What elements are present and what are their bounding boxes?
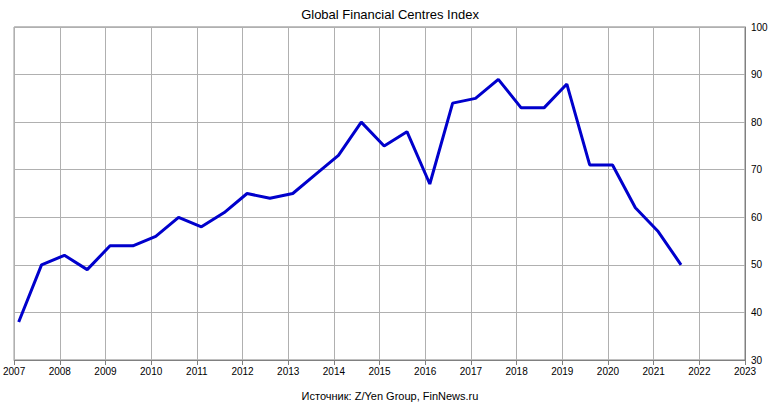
svg-text:2020: 2020 bbox=[597, 366, 620, 377]
svg-text:2009: 2009 bbox=[94, 366, 117, 377]
svg-text:2013: 2013 bbox=[277, 366, 300, 377]
svg-text:2016: 2016 bbox=[414, 366, 437, 377]
svg-text:70: 70 bbox=[751, 164, 763, 175]
svg-text:2010: 2010 bbox=[140, 366, 163, 377]
svg-text:2007: 2007 bbox=[3, 366, 26, 377]
svg-text:2011: 2011 bbox=[186, 366, 208, 377]
svg-text:80: 80 bbox=[751, 117, 763, 128]
svg-text:2008: 2008 bbox=[49, 366, 72, 377]
svg-text:2015: 2015 bbox=[368, 366, 391, 377]
svg-text:Источник: Z/Yen Group, FinNews: Источник: Z/Yen Group, FinNews.ru bbox=[302, 390, 479, 402]
svg-text:60: 60 bbox=[751, 212, 763, 223]
svg-text:100: 100 bbox=[751, 22, 768, 33]
svg-text:2022: 2022 bbox=[688, 366, 711, 377]
svg-text:2019: 2019 bbox=[551, 366, 574, 377]
svg-text:40: 40 bbox=[751, 307, 763, 318]
svg-text:50: 50 bbox=[751, 259, 763, 270]
svg-text:2021: 2021 bbox=[643, 366, 666, 377]
svg-text:90: 90 bbox=[751, 69, 763, 80]
svg-text:2014: 2014 bbox=[323, 366, 346, 377]
svg-text:2012: 2012 bbox=[231, 366, 254, 377]
svg-text:2023: 2023 bbox=[734, 366, 757, 377]
svg-text:Global Financial Centres Index: Global Financial Centres Index bbox=[301, 7, 479, 22]
svg-text:2017: 2017 bbox=[460, 366, 483, 377]
svg-text:30: 30 bbox=[751, 355, 763, 366]
svg-text:2018: 2018 bbox=[505, 366, 528, 377]
